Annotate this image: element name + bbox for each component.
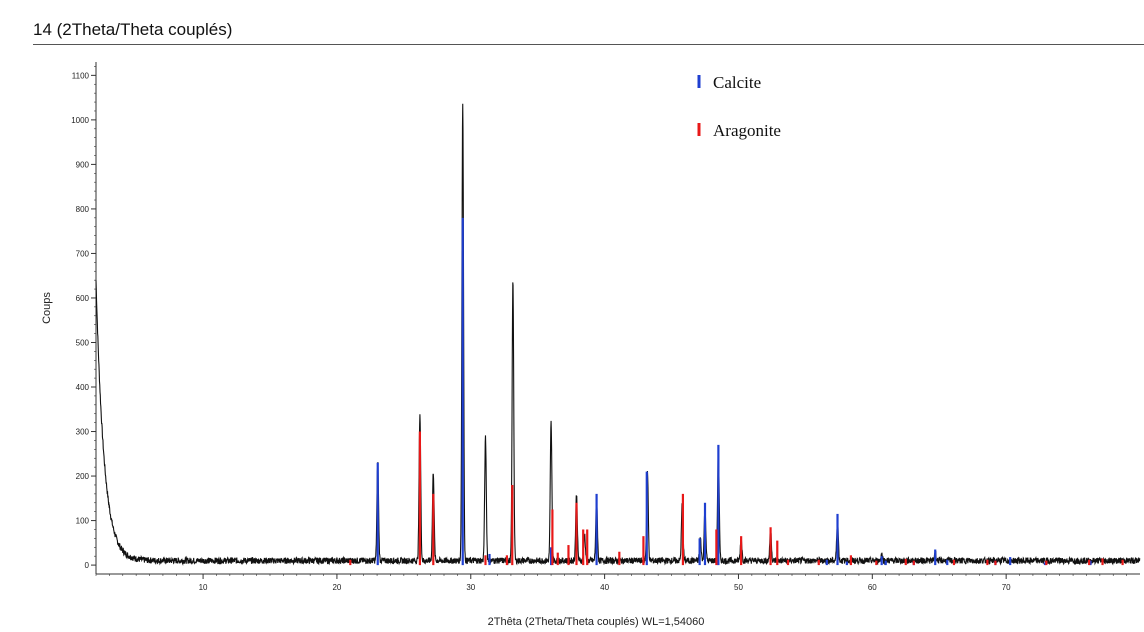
x-tick-label: 30	[466, 583, 475, 592]
x-tick-label: 10	[199, 583, 208, 592]
x-tick-label: 50	[734, 583, 743, 592]
y-tick-label: 700	[76, 249, 90, 258]
y-tick-label: 200	[76, 472, 90, 481]
y-tick-label: 100	[76, 517, 90, 526]
x-tick-label: 40	[600, 583, 609, 592]
x-axis-label: 2Thêta (2Theta/Theta couplés) WL=1,54060	[488, 616, 705, 628]
legend-label-calcite: Calcite	[713, 73, 761, 92]
legend-label-aragonite: Aragonite	[713, 121, 781, 140]
y-axis-label: Coups	[41, 292, 53, 324]
y-tick-label: 800	[76, 205, 90, 214]
title-divider	[33, 44, 1144, 45]
chart-title: 14 (2Theta/Theta couplés)	[33, 20, 233, 39]
y-tick-label: 1100	[72, 71, 90, 80]
x-tick-label: 60	[868, 583, 877, 592]
y-tick-label: 300	[76, 428, 90, 437]
y-tick-label: 400	[76, 383, 90, 392]
x-tick-label: 70	[1002, 583, 1011, 592]
y-tick-label: 600	[76, 294, 90, 303]
y-tick-label: 1000	[71, 116, 89, 125]
y-tick-label: 500	[76, 338, 90, 347]
measured-profile-line	[95, 103, 1141, 566]
y-tick-label: 900	[76, 160, 90, 169]
y-tick-label: 0	[85, 561, 90, 570]
x-tick-label: 20	[332, 583, 341, 592]
